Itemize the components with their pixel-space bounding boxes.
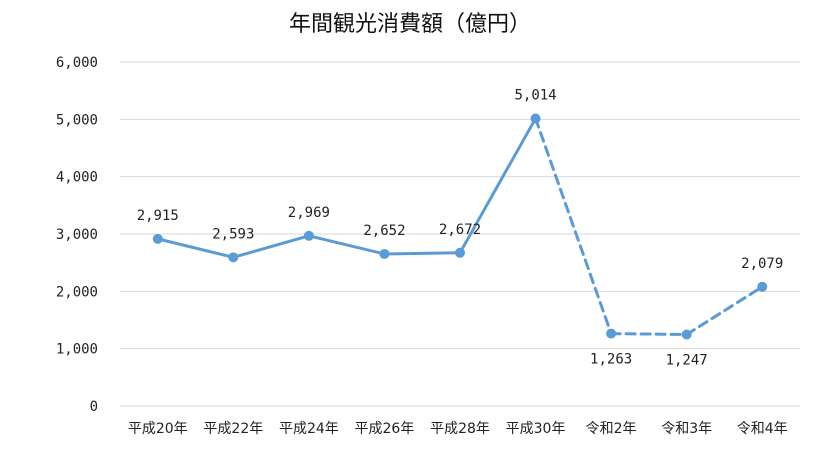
data-label: 2,593 [212,226,254,242]
data-point [606,328,617,339]
series-lines [156,117,764,337]
data-point [455,247,465,258]
data-points [152,113,768,340]
x-tick-label: 令和2年 [586,421,637,437]
y-tick-label: 4,000 [56,170,98,186]
data-label: 1,247 [666,353,708,369]
x-tick-label: 平成26年 [355,421,415,437]
data-label: 2,969 [288,205,330,221]
y-tick-label: 5,000 [56,112,98,128]
x-tick-label: 令和3年 [661,421,712,437]
x-tick-label: 平成24年 [279,421,339,437]
gridlines [120,61,800,407]
x-tick-label: 令和4年 [737,421,788,437]
chart-title: 年間観光消費額（億円） [288,12,531,37]
data-point [152,233,163,244]
data-point [681,329,692,340]
y-tick-label: 0 [90,399,98,415]
data-point [530,113,541,124]
data-label: 2,915 [137,208,179,224]
series-segment [231,234,311,259]
data-label: 2,079 [741,256,783,272]
data-label: 1,263 [590,352,632,368]
data-point [757,281,768,292]
series-segment-dashed [685,285,764,337]
series-segment [156,237,235,259]
data-point [379,248,390,259]
series-segment [307,234,386,256]
series-segment-dashed [609,332,689,337]
series-segment [458,117,538,255]
series-segment [382,251,462,256]
data-labels: 2,915 2,593 2,969 2,652 2,672 5,014 1,263 1,247… [137,88,784,369]
series-segment-dashed [534,117,613,336]
y-tick-label: 1,000 [56,342,98,358]
x-tick-label: 平成30年 [506,421,566,437]
data-label: 2,652 [363,223,405,239]
y-tick-label: 6,000 [56,55,98,71]
x-tick-label: 平成28年 [430,421,490,437]
y-tick-label: 2,000 [56,284,98,300]
data-point [303,230,314,241]
x-tick-label: 平成22年 [203,421,263,437]
y-tick-label: 3,000 [56,227,98,243]
x-tick-labels: 平成20年 平成22年 平成24年 平成26年 平成28年 平成30年 令和2年 令和3年 令和… [128,421,788,437]
data-point [228,252,239,263]
data-label: 2,672 [439,222,481,238]
data-label: 5,014 [514,88,556,104]
y-tick-labels: 0 1,000 2,000 3,000 4,000 5,000 6,000 [56,55,98,415]
x-tick-label: 平成20年 [128,421,188,437]
